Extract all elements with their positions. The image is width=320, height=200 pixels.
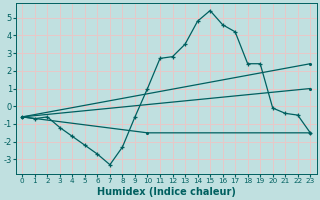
X-axis label: Humidex (Indice chaleur): Humidex (Indice chaleur)	[97, 187, 236, 197]
